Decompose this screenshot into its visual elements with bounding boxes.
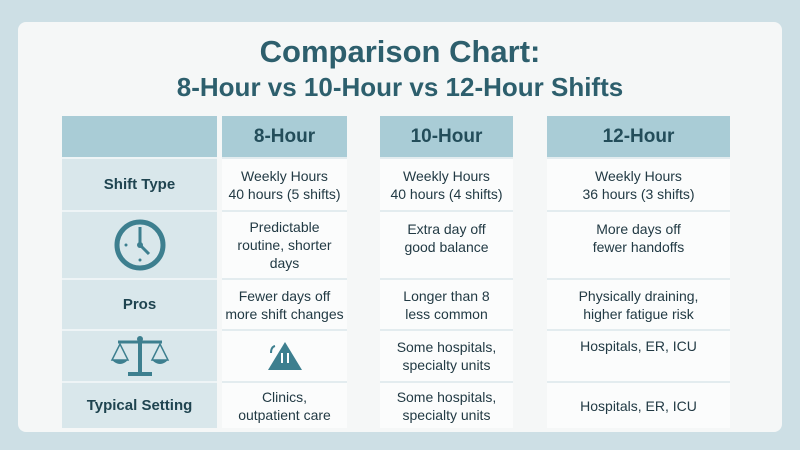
- cell-8h-icon: [222, 329, 347, 381]
- column-10-hour: 10-Hour Weekly Hours 40 hours (4 shifts)…: [380, 116, 513, 428]
- label-header: [62, 116, 217, 157]
- clock-icon: [114, 219, 165, 271]
- cell-8h-pros: Predictable routine, shorter days: [222, 210, 347, 278]
- warning-icon: [267, 342, 302, 370]
- cell-10h-pros: Extra day off good balance: [380, 210, 513, 278]
- title-line-1: Comparison Chart:: [259, 34, 541, 69]
- scales-icon-cell: [62, 329, 217, 381]
- cell-8h-cons: Fewer days off more shift changes: [222, 278, 347, 329]
- scales-icon: [110, 336, 169, 376]
- cell-10h-cons: Longer than 8 less common: [380, 278, 513, 329]
- cell-12h-pros: More days off fewer handoffs: [547, 210, 730, 278]
- cell-10h-weekly: Weekly Hours 40 hours (4 shifts): [380, 157, 513, 210]
- clock-icon-cell: [62, 210, 217, 278]
- cell-12h-setting: Hospitals, ER, ICU: [547, 381, 730, 428]
- column-12-hour: 12-Hour Weekly Hours 36 hours (3 shifts)…: [547, 116, 730, 428]
- label-column: Shift Type Pros Typical Setting: [62, 116, 217, 428]
- cell-10h-row4: Some hospitals, specialty units: [380, 329, 513, 381]
- title-line-2: 8-Hour vs 10-Hour vs 12-Hour Shifts: [176, 72, 624, 102]
- row-label-shift-type: Shift Type: [62, 157, 217, 210]
- header-12-hour: 12-Hour: [547, 116, 730, 157]
- row-label-typical-setting: Typical Setting: [62, 381, 217, 428]
- header-10-hour: 10-Hour: [380, 116, 513, 157]
- column-8-hour: 8-Hour Weekly Hours 40 hours (5 shifts) …: [222, 116, 347, 428]
- cell-8h-setting: Clinics, outpatient care: [222, 381, 347, 428]
- cell-12h-cons: Physically draining, higher fatigue risk: [547, 278, 730, 329]
- cell-8h-weekly: Weekly Hours 40 hours (5 shifts): [222, 157, 347, 210]
- cell-12h-row4: Hospitals, ER, ICU: [547, 329, 730, 381]
- row-label-pros: Pros: [62, 278, 217, 329]
- cell-12h-weekly: Weekly Hours 36 hours (3 shifts): [547, 157, 730, 210]
- cell-10h-setting: Some hospitals, specialty units: [380, 381, 513, 428]
- header-8-hour: 8-Hour: [222, 116, 347, 157]
